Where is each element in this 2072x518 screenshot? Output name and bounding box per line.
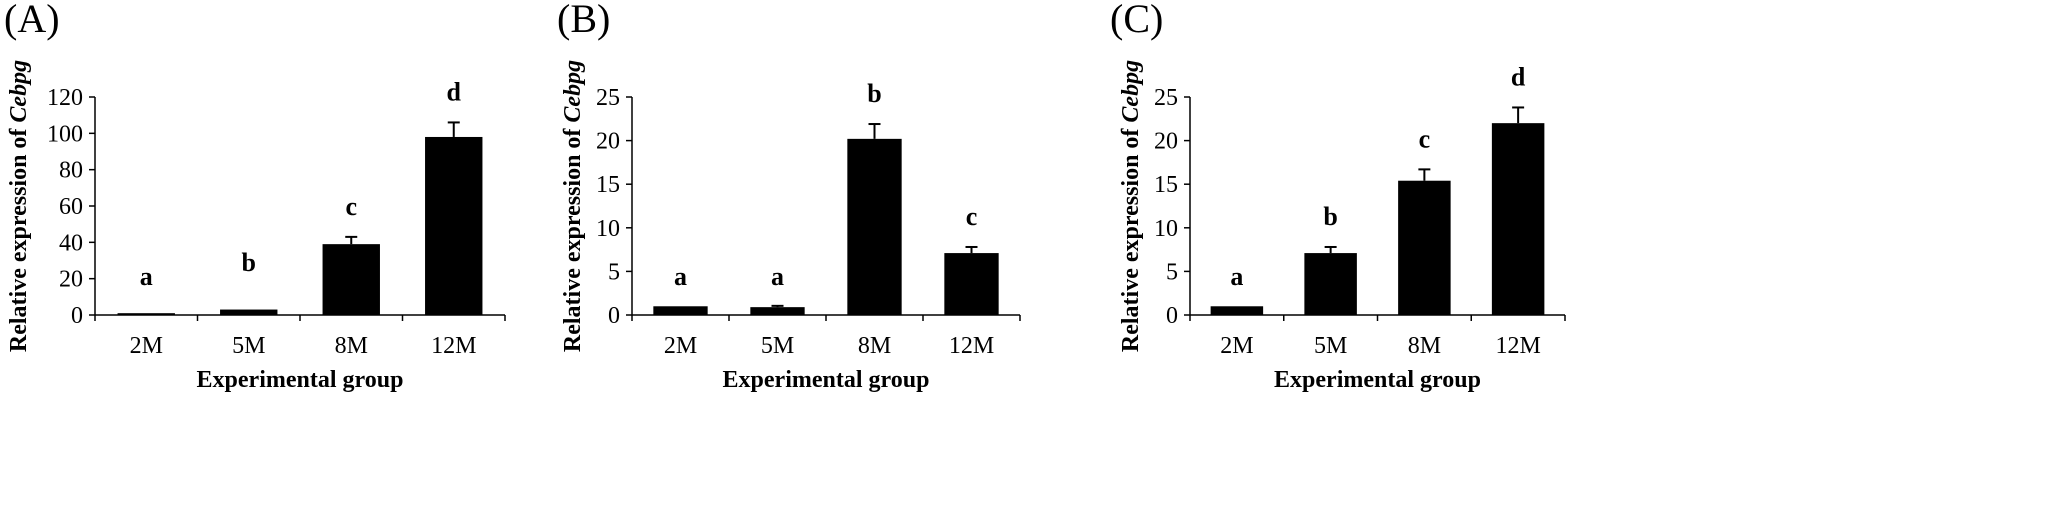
y-tick-label: 40 [59,230,83,256]
x-tick-label: 12M [1495,333,1540,359]
y-axis-title-prefix: Relative expression of [560,123,586,353]
y-axis-title-gene: Cebpg [560,60,586,123]
y-tick-label: 20 [1154,129,1178,155]
significance-letter: c [966,202,978,231]
y-tick-label: 5 [1166,259,1178,285]
significance-letter: b [242,248,256,277]
y-tick-label: 0 [608,303,620,329]
y-tick-label: 25 [596,85,620,111]
y-tick-label: 10 [596,216,620,242]
bar [1210,306,1264,315]
panel-label: (A) [4,0,60,41]
chart-panel-3: (C) 0 5 10 15 20 25 a 2M b 5M c 8M d 12M Experimental g… [1110,0,1566,393]
x-tick-label: 8M [858,333,891,359]
x-axis-title: Experimental group [1274,367,1481,393]
y-axis-title-prefix: Relative expression of [1118,123,1144,353]
y-tick-label: 120 [47,85,83,111]
y-tick-label: 5 [608,259,620,285]
y-axis-title: Relative expression of Cebpg [560,60,586,352]
x-axis-title: Experimental group [197,367,404,393]
significance-letter: a [140,262,153,291]
significance-letter: b [867,79,881,108]
x-tick-label: 2M [664,333,697,359]
y-tick-label: 80 [59,158,83,184]
y-axis-title-gene: Cebpg [1118,60,1144,123]
y-axis-title-gene: Cebpg [6,60,32,123]
y-axis-title: Relative expression of Cebpg [6,60,32,352]
x-tick-label: 12M [431,333,476,359]
chart-panel-1: (A) 0 20 40 60 80 100 120 a 2M b 5M c 8M d 12M Experimen… [4,0,506,393]
bar [750,307,805,315]
significance-letter: d [1511,62,1526,91]
y-tick-label: 15 [596,172,620,198]
significance-letter: c [1419,124,1431,153]
y-tick-label: 0 [71,303,83,329]
bar [653,306,708,315]
significance-letter: a [674,262,687,291]
panel-label: (B) [557,0,610,41]
y-tick-label: 25 [1154,85,1178,111]
y-tick-label: 20 [59,267,83,293]
panel-label: (C) [1110,0,1163,41]
x-axis-title: Experimental group [723,367,930,393]
bar [944,253,999,315]
y-tick-label: 20 [596,129,620,155]
bar [322,244,380,315]
bar [1491,123,1545,315]
x-tick-label: 2M [130,333,163,359]
y-tick-label: 60 [59,194,83,220]
x-tick-label: 5M [1314,333,1347,359]
bar [425,136,483,315]
bar [1398,180,1451,315]
significance-letter: a [771,262,784,291]
y-axis-title-prefix: Relative expression of [6,123,32,353]
y-tick-label: 10 [1154,216,1178,242]
significance-letter: c [345,192,357,221]
y-tick-label: 100 [47,121,83,147]
bar [847,138,902,315]
x-tick-label: 12M [949,333,994,359]
x-tick-label: 5M [232,333,265,359]
bar [117,313,175,315]
x-tick-label: 5M [761,333,794,359]
significance-letter: b [1323,202,1337,231]
bar [220,309,278,315]
significance-letter: d [447,77,462,106]
x-tick-label: 2M [1220,333,1253,359]
bar [1304,253,1357,315]
x-tick-label: 8M [1408,333,1441,359]
y-axis-title: Relative expression of Cebpg [1118,60,1144,352]
significance-letter: a [1230,262,1243,291]
y-tick-label: 15 [1154,172,1178,198]
chart-panel-2: (B) 0 5 10 15 20 25 a 2M a 5M b 8M c 12M Experimental g… [557,0,1021,393]
y-tick-label: 0 [1166,303,1178,329]
x-tick-label: 8M [335,333,368,359]
